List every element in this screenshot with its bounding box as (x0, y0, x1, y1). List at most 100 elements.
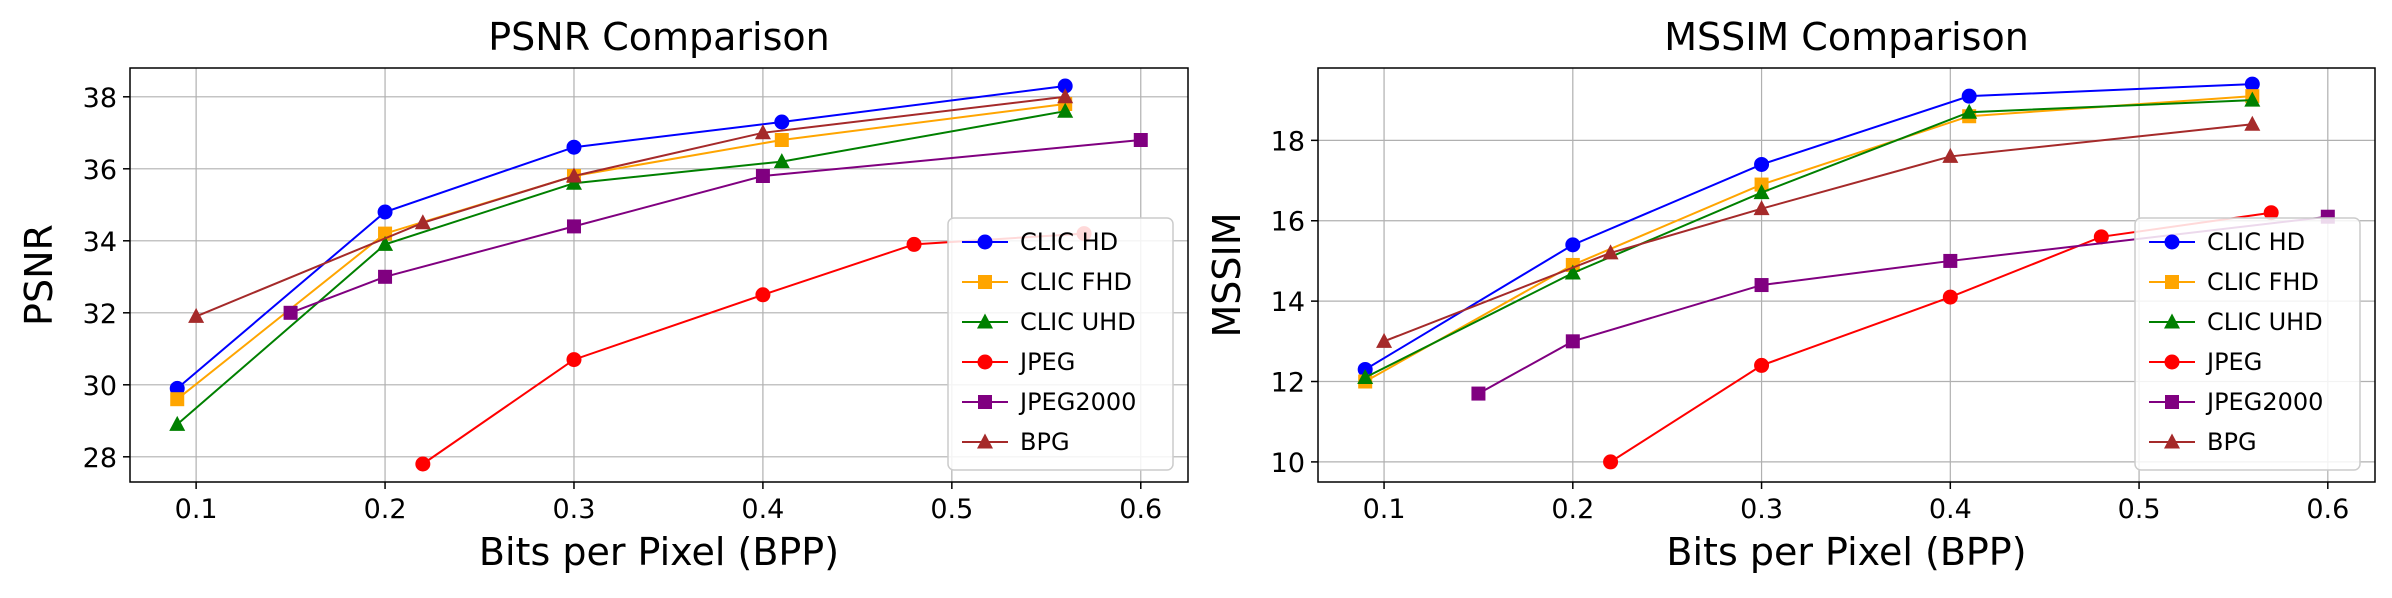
data-point-clic-hd (566, 139, 582, 155)
x-axis-label: Bits per Pixel (BPP) (1666, 530, 2026, 574)
data-point-jpeg2000 (1471, 386, 1486, 401)
data-point-jpeg (906, 236, 922, 252)
y-axis-label: MSSIM (1205, 212, 1249, 337)
chart-title: PSNR Comparison (488, 15, 829, 59)
chart-title: MSSIM Comparison (1664, 15, 2029, 59)
y-tick-label: 28 (83, 443, 117, 474)
x-tick-label: 0.4 (1929, 494, 1972, 525)
data-point-clic-hd (1754, 156, 1770, 172)
data-point-jpeg (2263, 205, 2279, 221)
data-point-clic-hd (169, 380, 185, 396)
data-point-bpg (1376, 332, 1393, 348)
data-point-clic-fhd (774, 133, 789, 147)
y-tick-label: 16 (1271, 207, 1305, 238)
x-tick-label: 0.4 (741, 494, 784, 525)
legend: CLIC HD CLIC FHD CLIC UHD JPEG JPEG2000 BPG (2134, 217, 2361, 471)
x-tick-label: 0.1 (175, 494, 218, 525)
y-tick-label: 34 (83, 227, 117, 258)
data-point-bpg (1753, 200, 1770, 216)
series-line-clic-fhd (176, 103, 1066, 400)
legend-marker (977, 313, 993, 329)
legend: CLIC HD CLIC FHD CLIC UHD JPEG JPEG2000 BPG (947, 217, 1174, 471)
data-point-bpg (188, 307, 205, 323)
data-point-jpeg (1942, 289, 1958, 305)
data-point-clic-uhd (169, 415, 186, 431)
legend-label: CLIC FHD (2207, 268, 2319, 296)
y-tick-label: 36 (83, 155, 117, 186)
legend-label: CLIC HD (2207, 228, 2305, 256)
data-point-clic-hd (377, 204, 393, 220)
legend-label: BPG (1020, 428, 1070, 456)
data-point-jpeg2000 (1943, 253, 1958, 268)
series-line-clic-hd (1364, 83, 2253, 371)
legend-label: CLIC FHD (1020, 268, 1132, 296)
legend-label: CLIC UHD (1020, 308, 1136, 336)
data-point-clic-hd (1565, 237, 1581, 253)
legend-label: BPG (2207, 428, 2257, 456)
x-tick-label: 0.1 (1363, 494, 1406, 525)
psnr-chart: 0.1 0.2 0.3 0.4 0.5 0.6 28 30 32 34 36 38 PSNR Compa… (17, 15, 1189, 574)
data-point-bpg (1057, 88, 1074, 104)
x-tick-label: 0.5 (2118, 494, 2161, 525)
data-point-jpeg (1603, 454, 1619, 470)
legend-label: CLIC UHD (2207, 308, 2323, 336)
data-point-clic-hd (1057, 78, 1073, 94)
plot-frame (1317, 67, 2376, 483)
data-point-jpeg2000 (755, 169, 770, 183)
data-point-jpeg (1754, 357, 1770, 373)
legend-marker (978, 275, 992, 289)
legend-marker (2164, 234, 2180, 250)
x-tick-label: 0.6 (2306, 494, 2349, 525)
y-tick-label: 30 (83, 371, 117, 402)
legend-marker (2165, 275, 2179, 289)
data-point-jpeg2000 (1565, 334, 1580, 349)
data-point-clic-hd (2244, 76, 2260, 92)
data-point-jpeg2000 (566, 219, 581, 234)
legend-marker (977, 234, 993, 250)
legend-marker (2164, 313, 2180, 329)
data-point-clic-uhd (1753, 184, 1770, 200)
legend-marker (2164, 433, 2180, 449)
series-line-bpg (1383, 123, 2253, 343)
legend-marker (2165, 395, 2179, 409)
data-point-clic-fhd (170, 392, 185, 407)
x-tick-label: 0.3 (1740, 494, 1783, 525)
legend-label: JPEG (1018, 348, 1075, 376)
data-point-bpg (1942, 147, 1959, 163)
data-point-clic-uhd (2244, 91, 2261, 107)
legend-label: CLIC HD (1020, 228, 1118, 256)
data-point-clic-uhd (773, 153, 790, 169)
data-point-clic-uhd (1961, 103, 1978, 119)
legend-label: JPEG2000 (2205, 388, 2323, 416)
data-point-clic-hd (1961, 88, 1977, 104)
data-point-jpeg2000 (1754, 278, 1769, 293)
y-tick-label: 14 (1271, 287, 1305, 318)
y-tick-label: 10 (1271, 448, 1305, 479)
data-point-clic-uhd (1057, 102, 1074, 118)
data-point-clic-uhd (377, 235, 394, 251)
series-line-clic-uhd (176, 110, 1066, 426)
x-tick-label: 0.6 (1119, 494, 1162, 525)
data-point-bpg (754, 124, 771, 140)
data-point-bpg (414, 214, 431, 230)
data-point-bpg (1602, 244, 1619, 260)
data-point-jpeg (566, 352, 582, 368)
series-line-clic-uhd (1364, 99, 2253, 379)
legend-marker (977, 354, 993, 370)
x-tick-label: 0.2 (364, 494, 407, 525)
legend-marker (978, 395, 992, 409)
legend-marker (977, 433, 993, 449)
data-point-clic-uhd (1564, 264, 1581, 280)
data-point-clic-hd (774, 114, 790, 130)
data-point-jpeg (2093, 229, 2109, 245)
data-point-bpg (565, 167, 582, 183)
plot-frame (129, 67, 1189, 483)
legend-marker (2164, 354, 2180, 370)
mssim-chart: 0.1 0.2 0.3 0.4 0.5 0.6 10 12 14 16 18 MSSIM Compar… (1205, 15, 2376, 574)
data-point-jpeg (415, 456, 431, 472)
data-point-jpeg (755, 287, 771, 303)
data-point-jpeg2000 (283, 305, 298, 320)
data-point-clic-uhd (1357, 368, 1374, 384)
y-tick-label: 18 (1271, 126, 1305, 157)
